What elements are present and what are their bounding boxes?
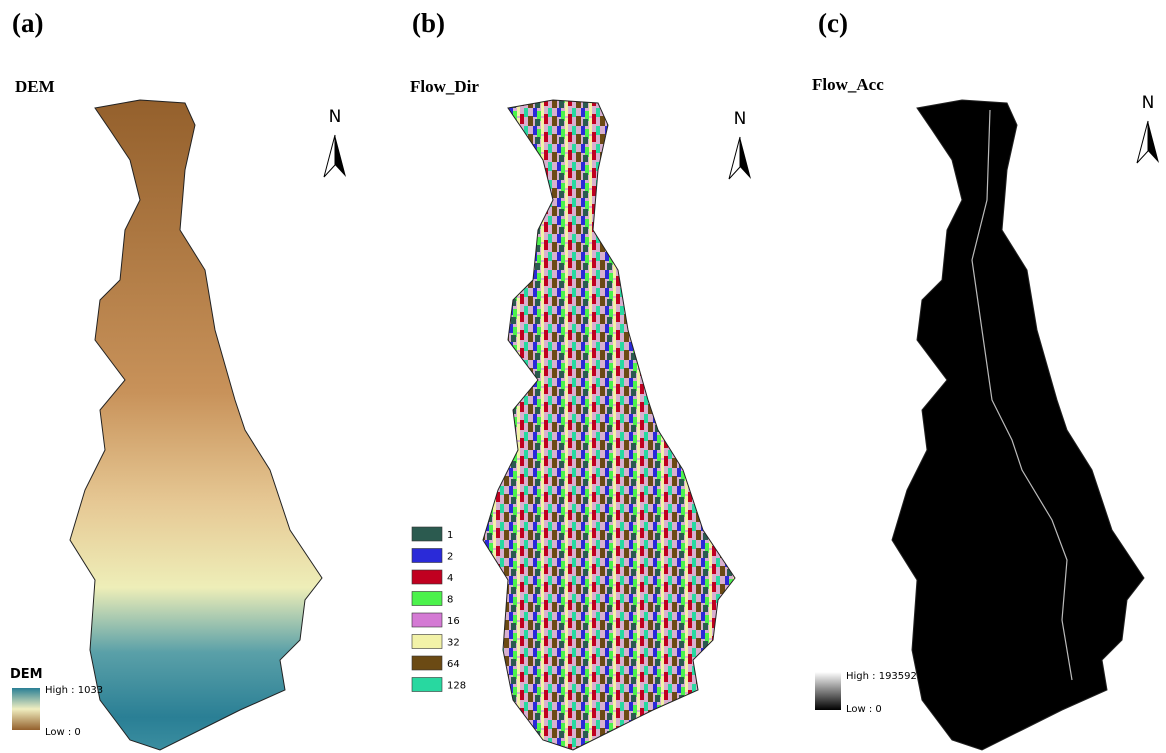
north-label: N: [734, 109, 747, 129]
legend-high: High : 193592: [846, 671, 917, 682]
legend-swatch: [412, 549, 442, 563]
legend-label: 8: [447, 595, 453, 606]
panel-label: (c): [818, 8, 848, 38]
panel-title: Flow_Dir: [410, 77, 479, 96]
north-arrow: [1137, 121, 1159, 163]
legend-swatch: [412, 656, 442, 670]
legend-swatch: [412, 613, 442, 627]
watershed-dem: [70, 100, 322, 750]
flow-dir-legend: 1 2 4 8 16 32 64 128: [412, 527, 466, 692]
legend-label: 64: [447, 659, 460, 670]
legend-high: High : 1033: [45, 685, 103, 696]
legend-label: 2: [447, 552, 453, 563]
north-label: N: [329, 107, 342, 127]
legend-ramp: [815, 672, 841, 710]
legend-label: 128: [447, 681, 466, 692]
legend-swatch: [412, 635, 442, 649]
panel-label: (a): [12, 8, 43, 38]
legend-swatch: [412, 570, 442, 584]
watershed-flow-acc: [892, 100, 1144, 750]
panel-title: DEM: [15, 77, 55, 96]
legend-swatch: [412, 678, 442, 692]
north-label: N: [1142, 93, 1155, 113]
legend-label: 1: [447, 530, 453, 541]
watershed-flow-dir: [483, 100, 735, 750]
north-arrow: [324, 135, 346, 177]
legend-label: 16: [447, 616, 460, 627]
legend-low: Low : 0: [846, 704, 882, 715]
north-arrow: [729, 137, 751, 179]
panel-title: Flow_Acc: [812, 75, 884, 94]
panel-label: (b): [412, 8, 445, 38]
legend-ramp: [12, 688, 40, 730]
legend-label: 32: [447, 638, 460, 649]
legend-title: DEM: [10, 667, 43, 682]
figure: (a) DEM N DEM High : 1033 Low : 0 (b) Fl…: [0, 0, 1166, 753]
legend-label: 4: [447, 573, 453, 584]
legend-swatch: [412, 592, 442, 606]
legend-swatch: [412, 527, 442, 541]
legend-low: Low : 0: [45, 727, 81, 738]
